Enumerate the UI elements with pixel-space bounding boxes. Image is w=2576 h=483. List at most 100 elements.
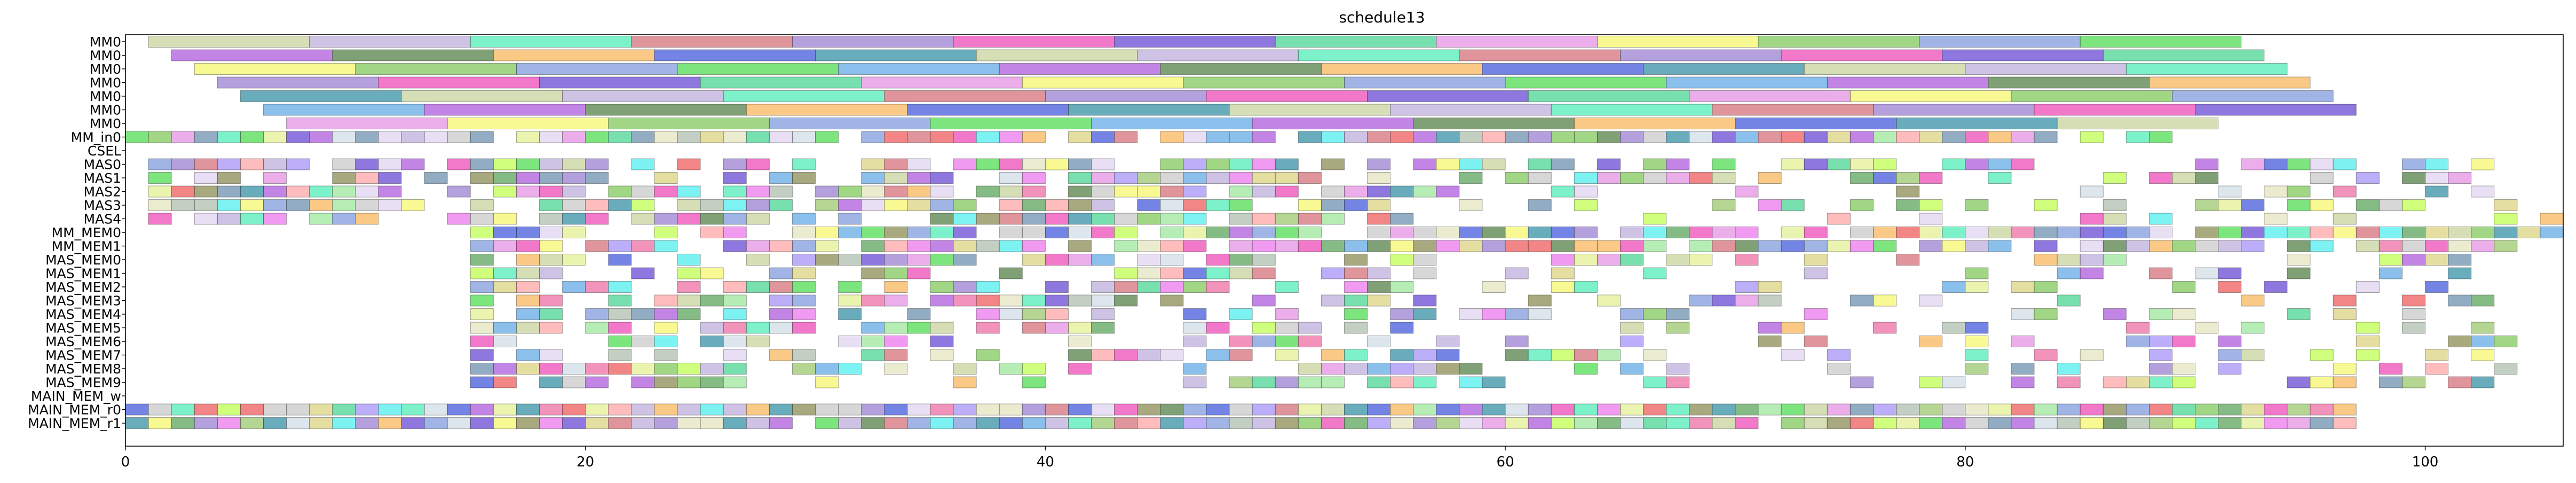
task-block [999, 158, 1023, 170]
task-block [2356, 281, 2380, 293]
task-block [2125, 227, 2150, 238]
task-block [1068, 199, 1092, 211]
task-block [1528, 131, 1552, 143]
task-block [815, 254, 839, 266]
task-block [838, 227, 862, 238]
task-block [2494, 336, 2518, 347]
task-block [148, 213, 172, 225]
task-block [677, 199, 701, 211]
task-block [493, 240, 517, 252]
task-block [1137, 403, 1161, 416]
y-tick-label: MAS3 [84, 198, 121, 213]
task-block [1160, 240, 1184, 252]
task-block [2172, 308, 2196, 320]
y-tick-label: MM0 [90, 75, 121, 91]
task-block [746, 158, 770, 170]
task-block [1689, 403, 1713, 416]
task-block [263, 104, 425, 116]
task-block [1229, 254, 1253, 266]
task-block [1367, 227, 1391, 238]
task-block [539, 376, 563, 388]
task-block [2310, 172, 2334, 184]
task-block [792, 322, 816, 334]
task-block [930, 322, 954, 334]
task-block [401, 417, 425, 429]
task-block [2080, 349, 2104, 361]
task-block [792, 294, 816, 307]
task-block [884, 417, 908, 429]
task-block [1712, 294, 1736, 307]
task-block [1022, 376, 1046, 388]
task-block [240, 185, 264, 198]
task-block [2333, 158, 2357, 170]
task-block [1436, 158, 1460, 170]
task-block [792, 403, 816, 416]
task-block [401, 158, 425, 170]
task-block [1965, 227, 1989, 238]
task-block [930, 294, 954, 307]
task-block [654, 227, 678, 238]
task-block [1298, 213, 1322, 225]
task-block [1666, 417, 1690, 429]
task-block [1367, 281, 1391, 293]
task-block [2103, 227, 2127, 238]
x-tick-label: 80 [1956, 454, 1974, 470]
task-block [1367, 199, 1391, 211]
task-block [539, 417, 563, 429]
task-block [1068, 240, 1092, 252]
task-block [1827, 158, 1851, 170]
task-block [263, 185, 287, 198]
task-block [562, 417, 586, 429]
task-block [1298, 172, 1322, 184]
task-block [838, 254, 862, 266]
task-block [700, 417, 724, 429]
task-block [654, 49, 816, 61]
task-block [769, 308, 793, 320]
task-block [1321, 417, 1345, 429]
task-block [1367, 267, 1391, 279]
task-block [516, 227, 540, 238]
task-block [1505, 267, 1529, 279]
task-block [516, 417, 540, 429]
task-block [792, 36, 954, 48]
task-block [1114, 294, 1138, 307]
task-block [1896, 118, 2058, 129]
task-block [1137, 267, 1161, 279]
task-block [148, 403, 172, 416]
task-block [1505, 76, 1667, 89]
task-block [1896, 227, 1920, 238]
y-tick-label: MAS4 [84, 212, 121, 227]
task-block [861, 172, 885, 184]
task-block [1620, 227, 1644, 238]
task-block [1459, 308, 1483, 320]
task-block [1574, 363, 1598, 375]
task-block [1758, 199, 1782, 211]
task-block [953, 199, 977, 211]
task-block [1137, 349, 1161, 361]
task-block [700, 131, 724, 143]
task-block [1252, 336, 1276, 347]
task-block [2540, 227, 2564, 238]
task-block [1942, 158, 1966, 170]
task-block [1114, 417, 1138, 429]
task-block [1275, 240, 1299, 252]
task-block [2148, 240, 2173, 252]
task-block [723, 90, 885, 102]
task-block [1022, 76, 1184, 89]
task-block [1574, 281, 1598, 293]
task-block [1482, 240, 1506, 252]
task-block [1896, 199, 1920, 211]
task-block [2195, 240, 2219, 252]
task-block [1413, 131, 1437, 143]
task-block [976, 349, 1000, 361]
task-block [884, 267, 908, 279]
task-block [1919, 227, 1943, 238]
task-block [1620, 131, 1644, 143]
task-block [2195, 172, 2219, 184]
task-block [1183, 240, 1207, 252]
task-block [1781, 403, 1805, 416]
task-block [1804, 158, 1828, 170]
task-block [1643, 349, 1667, 361]
task-block [1183, 227, 1207, 238]
task-block [1459, 417, 1483, 429]
